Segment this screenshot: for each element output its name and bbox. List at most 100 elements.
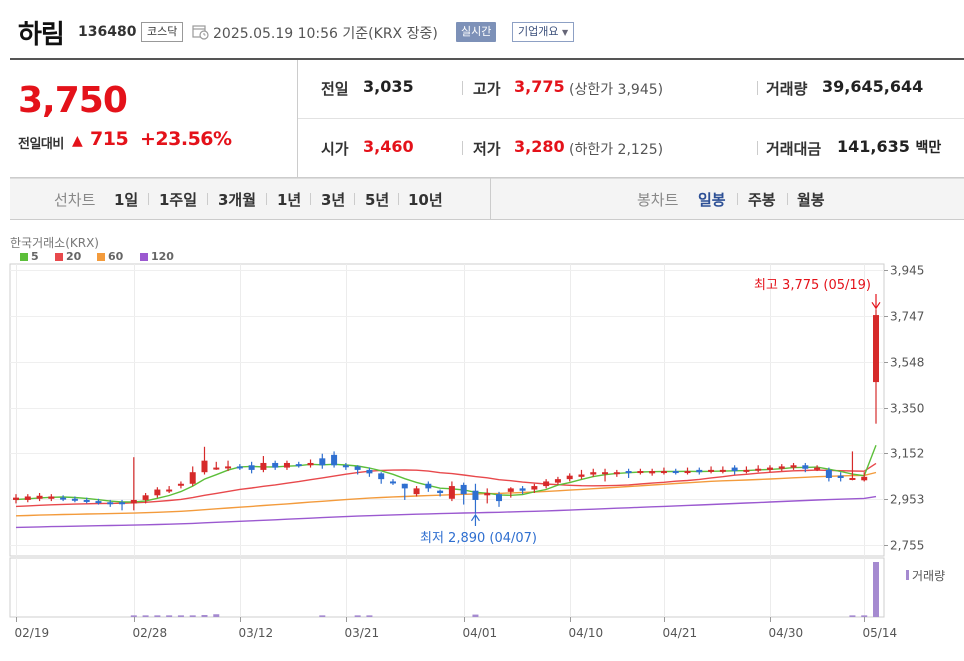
upper-limit: (상한가 3,945) xyxy=(569,82,664,98)
candle-up xyxy=(24,496,31,500)
open-label: 시가 xyxy=(321,140,349,158)
candle-up xyxy=(684,471,691,474)
y-tick-label: 3,548 xyxy=(890,356,924,370)
high-arrow-head xyxy=(871,301,881,310)
low-label: 저가 xyxy=(473,140,501,158)
y-tick-label: 3,747 xyxy=(890,310,924,324)
tab-1year[interactable]: 1년 xyxy=(277,191,302,209)
low-arrow-head xyxy=(470,513,480,522)
tab-monthly[interactable]: 월봉 xyxy=(797,191,825,209)
ma5-legend-swatch xyxy=(20,253,28,261)
x-tick-label: 04/01 xyxy=(463,626,498,640)
tab-3year[interactable]: 3년 xyxy=(321,191,346,209)
candle-up xyxy=(13,497,19,500)
ma20-line xyxy=(15,462,877,508)
candle-up xyxy=(166,489,173,492)
ma60-legend-label: 60 xyxy=(108,250,124,263)
company-overview-label: 기업개요 xyxy=(518,25,559,38)
candle-up xyxy=(766,467,773,470)
candle-up xyxy=(719,469,726,472)
ma5-legend-label: 5 xyxy=(31,250,39,263)
candle-up xyxy=(142,495,149,500)
x-tick-label: 02/28 xyxy=(133,626,168,640)
candle-down xyxy=(460,484,467,495)
separator xyxy=(148,193,149,205)
compare-label: 전일대비 xyxy=(18,137,64,152)
current-price: 3,750 xyxy=(18,80,128,121)
candle-down xyxy=(472,490,479,500)
volume-bar xyxy=(189,615,196,617)
volume-bar xyxy=(873,562,879,617)
candle-down xyxy=(366,469,373,474)
company-overview-dropdown[interactable]: 기업개요 ▼ xyxy=(512,22,575,42)
volume-bar xyxy=(177,615,184,617)
tab-group-divider xyxy=(490,178,491,220)
volume-bar xyxy=(472,614,479,617)
tab-1week[interactable]: 1주일 xyxy=(159,191,198,209)
candle-up xyxy=(649,471,656,474)
low-value: 3,280 xyxy=(514,137,565,156)
tab-1day[interactable]: 1일 xyxy=(114,191,139,209)
y-tick-label: 3,945 xyxy=(890,264,924,278)
timestamp-value: 2025.05.19 10:56 xyxy=(213,26,338,42)
candle-down xyxy=(696,469,703,473)
candle-up xyxy=(543,481,550,487)
volume-value: 39,645,644 xyxy=(822,77,924,96)
chart-period-tabs xyxy=(10,178,964,220)
ma60-legend-swatch xyxy=(97,253,105,261)
summary-panel xyxy=(10,60,964,178)
candle-down xyxy=(107,502,114,505)
candle-down xyxy=(119,502,126,505)
ma20-legend-swatch xyxy=(55,253,63,261)
volume-bar xyxy=(130,615,137,617)
tab-5year[interactable]: 5년 xyxy=(365,191,390,209)
tab-3month[interactable]: 3개월 xyxy=(218,191,257,209)
candle-down xyxy=(625,471,632,474)
tab-10year[interactable]: 10년 xyxy=(408,191,443,209)
high-annotation: 최고 3,775 (05/19) xyxy=(754,278,871,293)
realtime-button[interactable]: 실시간 xyxy=(456,22,497,42)
candle-down xyxy=(95,501,102,504)
separator xyxy=(310,193,311,205)
candle-up xyxy=(814,467,821,470)
candle-up xyxy=(790,465,797,468)
candle-up xyxy=(778,466,785,469)
candle-up xyxy=(849,477,856,480)
candle-up xyxy=(201,460,208,473)
x-tick-label: 04/10 xyxy=(569,626,604,640)
summary-row-divider xyxy=(298,118,964,119)
volume-bar xyxy=(166,615,173,617)
candle-up xyxy=(755,468,762,471)
x-tick-label: 02/19 xyxy=(15,626,50,640)
volume-bar xyxy=(201,615,208,617)
candle-down xyxy=(389,481,396,484)
tab-weekly[interactable]: 주봉 xyxy=(748,191,776,209)
candle-chart-label: 봉차트 xyxy=(637,191,679,209)
ma120-legend-label: 120 xyxy=(151,250,174,263)
candle-down xyxy=(437,490,444,494)
candle-up xyxy=(873,315,879,383)
stock-name: 하림 xyxy=(18,20,65,50)
y-tick-label: 3,152 xyxy=(890,447,924,461)
candle-up xyxy=(637,471,644,474)
candle-up xyxy=(660,471,667,474)
volume-bar xyxy=(213,614,220,617)
volume-bar xyxy=(154,615,161,617)
candle-up xyxy=(448,486,455,499)
x-tick-label: 05/14 xyxy=(863,626,898,640)
change-value: 715 xyxy=(90,128,129,150)
candle-down xyxy=(731,467,738,472)
price-box xyxy=(10,60,298,178)
y-tick-label: 3,350 xyxy=(890,402,924,416)
tab-daily[interactable]: 일봉 xyxy=(698,191,726,209)
candle-up xyxy=(213,467,220,470)
candle-up xyxy=(590,472,597,475)
timestamp: 2025.05.19 10:56 기준(KRX 장중) xyxy=(213,23,438,43)
candle-down xyxy=(272,462,279,468)
separator xyxy=(787,193,788,205)
line-chart-label: 선차트 xyxy=(54,191,96,209)
up-triangle-icon: ▲ xyxy=(72,133,83,149)
candle-down xyxy=(331,454,338,466)
lower-limit: (하한가 2,125) xyxy=(569,142,664,158)
